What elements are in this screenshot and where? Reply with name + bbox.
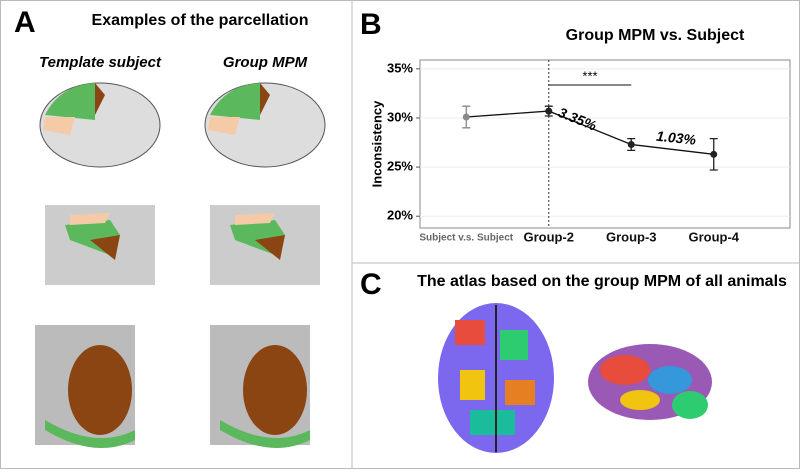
point (545, 107, 553, 115)
y-axis-label: Inconsistency (369, 100, 384, 187)
point (710, 150, 718, 158)
y-tick-label: 25% (387, 159, 413, 174)
plot: 20% 25% 30% 35% Subject v.s. Subject Group-2 G… (387, 60, 790, 244)
panel-title: Examples of the parcellation (92, 12, 309, 29)
point (627, 140, 635, 148)
y-tick-label: 35% (387, 60, 413, 75)
chart-title: Group MPM vs. Subject (566, 27, 745, 44)
x-tick-label: Group-3 (606, 229, 657, 244)
panel-title: The atlas based on the group MPM of all … (417, 273, 787, 290)
panel-letter: A (14, 6, 36, 39)
annotation: 1.03% (656, 128, 698, 148)
x-tick-label: Group-2 (523, 229, 574, 244)
column-label: Group MPM (223, 54, 308, 71)
column-label: Template subject (39, 54, 162, 71)
brain-images (35, 82, 326, 448)
y-tick-label: 20% (387, 208, 413, 223)
point (462, 113, 470, 121)
panel-letter: C (360, 268, 382, 301)
x-tick-label: Subject v.s. Subject (419, 233, 513, 244)
line (466, 110, 714, 155)
annotation: *** (582, 68, 597, 83)
x-tick-label: Group-4 (688, 229, 739, 244)
plot-frame (419, 59, 791, 229)
panel-letter: B (360, 8, 382, 41)
atlas-images (438, 303, 712, 453)
y-tick-label: 30% (387, 109, 413, 124)
